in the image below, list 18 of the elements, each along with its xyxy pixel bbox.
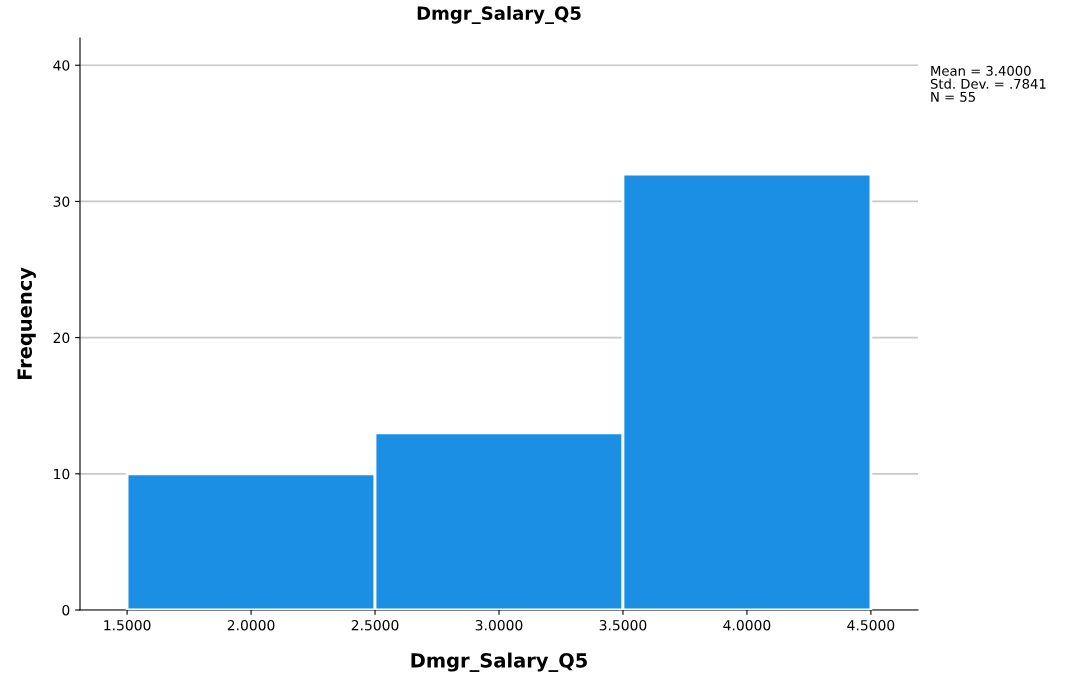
text: N = 55: [931, 92, 975, 102]
y-tick-label: 20: [53, 332, 70, 344]
x-axis-title: Dmgr_Salary_Q5: [411, 652, 587, 672]
x-tick-label: 1.5000: [104, 619, 151, 631]
text: Mean = 3.4000: [931, 65, 1031, 76]
x-tick-label: 3.5000: [599, 619, 647, 631]
x-tick-label: 4.0000: [723, 619, 771, 631]
y-axis-title: Frequency: [17, 267, 36, 380]
y-tick-label: 10: [54, 468, 70, 480]
text: Std. Dev. = .7841: [930, 78, 1046, 89]
x-tick-label: 2.0000: [227, 619, 275, 631]
x-tick-label: 2.5000: [351, 619, 399, 631]
y-tick-label: 40: [53, 60, 70, 71]
x-tick-label: 3.0000: [475, 619, 523, 631]
x-tick-label: 4.5000: [847, 619, 895, 631]
y-tick-label: 0: [62, 604, 70, 616]
chart-title: Dmgr_Salary_Q5: [417, 6, 581, 24]
y-tick-label: 30: [53, 196, 70, 207]
